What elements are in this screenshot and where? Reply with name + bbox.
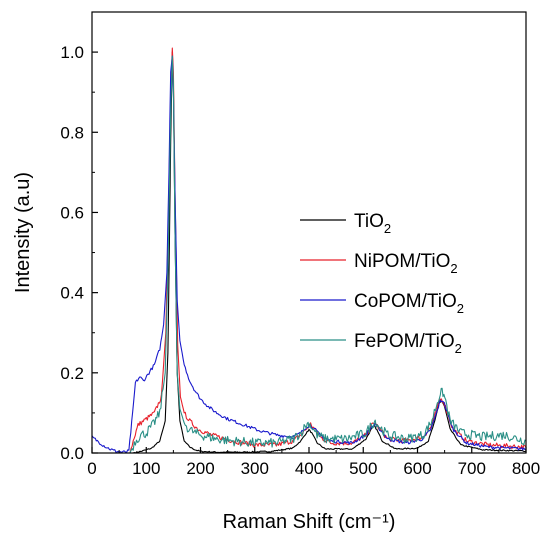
x-axis-title: Raman Shift (cm⁻¹) [223, 511, 396, 533]
x-tick-label: 100 [132, 459, 160, 478]
x-tick-label: 300 [241, 459, 269, 478]
legend-label: NiPOM/TiO2 [354, 251, 458, 276]
legend-label-subscript: 2 [455, 341, 462, 356]
x-tick-label: 500 [349, 459, 377, 478]
y-tick-label: 0.4 [60, 284, 84, 303]
series-line-3 [129, 55, 527, 454]
legend-label-text: CoPOM/TiO [354, 291, 457, 312]
series-layer [91, 47, 527, 454]
ticks-layer: 0 100 200 300 400 500 600 700 800 0.0 0.2 0.4 0.6 0.8… [60, 43, 540, 478]
series-line-2 [91, 55, 527, 453]
y-tick-label: 0.6 [60, 203, 84, 222]
legend-label: TiO2 [354, 211, 391, 236]
y-axis-title: Intensity (a.u) [12, 172, 34, 293]
legend-label-subscript: 2 [384, 221, 391, 236]
x-tick-label: 0 [87, 459, 96, 478]
x-tick-label: 400 [295, 459, 323, 478]
y-tick-label: 0.8 [60, 123, 84, 142]
x-tick-label: 800 [512, 459, 540, 478]
legend-label: FePOM/TiO2 [354, 331, 462, 356]
series-line-1 [129, 47, 527, 454]
legend-label-text: FePOM/TiO [354, 331, 455, 352]
x-tick-label: 200 [186, 459, 214, 478]
series-line-0 [132, 51, 527, 454]
legend-label-text: NiPOM/TiO [354, 251, 450, 272]
legend-label-subscript: 2 [457, 301, 464, 316]
legend-label: CoPOM/TiO2 [354, 291, 464, 316]
y-tick-label: 1.0 [60, 43, 84, 62]
y-tick-label: 0.0 [60, 444, 84, 463]
x-tick-label: 700 [458, 459, 486, 478]
legend-label-subscript: 2 [450, 261, 457, 276]
plot-frame [91, 11, 527, 454]
y-tick-label: 0.2 [60, 364, 84, 383]
legend-label-text: TiO [354, 211, 384, 232]
x-tick-label: 600 [403, 459, 431, 478]
